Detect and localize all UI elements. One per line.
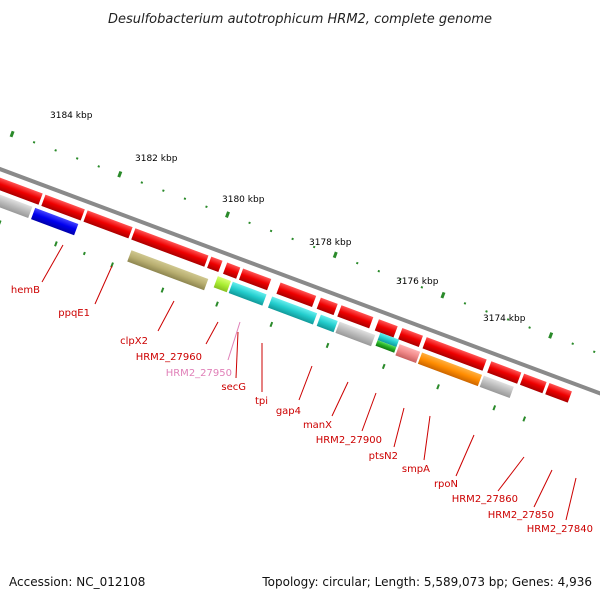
gene-labels: hemB ppqE1 clpX2 HRM2_27960 HRM2_27950 s… — [11, 285, 593, 535]
forward-strand-genes — [0, 177, 572, 403]
gene-green-r10 — [375, 340, 397, 353]
gene-olive-r3 — [127, 250, 209, 291]
gene-label-ptsN2: ptsN2 — [369, 451, 398, 462]
gene-red-f4 — [131, 228, 209, 267]
gene-red-f15 — [519, 373, 547, 394]
gene-lime-r4 — [213, 276, 231, 293]
gene-grey-r1 — [0, 191, 33, 219]
gene-cyan-r6 — [267, 296, 318, 325]
gene-label-smpA: smpA — [402, 464, 430, 475]
tick-mark-3176 — [440, 291, 446, 299]
gene-label-HRM2_27840: HRM2_27840 — [527, 524, 593, 535]
gene-label-gap4: gap4 — [276, 406, 301, 417]
gene-grey-r8 — [335, 321, 376, 347]
gene-label-HRM2_27960: HRM2_27960 — [136, 352, 202, 363]
gene-grey-r13 — [479, 375, 514, 399]
gene-cyan-r9 — [377, 332, 400, 348]
gene-cyan-r5 — [228, 281, 267, 306]
scale-major-ticks — [9, 130, 554, 339]
gene-red-f6 — [223, 262, 241, 279]
gene-red-f13 — [422, 337, 487, 371]
gene-label-HRM2_27950: HRM2_27950 — [166, 368, 232, 379]
tick-label-3174: 3174 kbp — [483, 314, 526, 324]
gene-blue-r2 — [31, 207, 79, 236]
tick-label-3184: 3184 kbp — [50, 111, 93, 121]
gene-label-hemB: hemB — [11, 285, 40, 296]
gene-red-f1 — [0, 177, 43, 205]
tick-mark-3184 — [9, 130, 15, 138]
gene-label-clpX2: clpX2 — [120, 336, 148, 347]
gene-red-f11 — [374, 319, 398, 338]
gene-red-f7 — [238, 268, 272, 291]
gene-label-HRM2_27850: HRM2_27850 — [488, 510, 554, 521]
tick-label-3178: 3178 kbp — [309, 238, 352, 248]
accession-label: Accession: NC_012108 — [9, 575, 145, 589]
tick-mark-3182 — [117, 171, 123, 178]
gene-red-f9 — [316, 297, 338, 316]
genome-backbone — [0, 138, 600, 409]
gene-label-HRM2_27900: HRM2_27900 — [316, 435, 382, 446]
scale-dots — [32, 141, 596, 354]
gene-label-rpoN: rpoN — [434, 479, 458, 490]
gene-red-f16 — [545, 383, 572, 403]
gene-red-f5 — [207, 256, 223, 273]
tick-label-3176: 3176 kbp — [396, 277, 439, 287]
gene-red-f2 — [41, 194, 85, 221]
tick-mark-3174 — [548, 332, 554, 339]
tick-label-3180: 3180 kbp — [222, 195, 265, 205]
reverse-strand-genes — [0, 191, 514, 399]
inner-scale-dots — [0, 220, 527, 422]
gene-label-secG: secG — [221, 382, 246, 393]
label-leaders — [41, 244, 577, 521]
tick-label-3182: 3182 kbp — [135, 154, 178, 164]
map-title: Desulfobacterium autotrophicum HRM2, com… — [108, 12, 492, 27]
gene-label-tpi: tpi — [255, 396, 268, 407]
gene-orange-r12 — [417, 352, 483, 387]
tick-mark-3178 — [332, 251, 338, 259]
gene-red-f3 — [83, 210, 133, 239]
scale-labels: 3184 kbp 3182 kbp 3180 kbp 3178 kbp 3176… — [50, 111, 526, 324]
gene-label-ppqE1: ppqE1 — [58, 308, 90, 319]
genome-summary: Topology: circular; Length: 5,589,073 bp… — [261, 575, 592, 589]
gene-red-f8 — [276, 282, 317, 308]
gene-red-f14 — [487, 361, 522, 384]
gene-label-manX: manX — [303, 420, 332, 431]
gene-red-f12 — [398, 328, 423, 347]
gene-salmon-r11 — [395, 344, 421, 364]
genome-track — [0, 130, 600, 422]
gene-label-HRM2_27860: HRM2_27860 — [452, 494, 518, 505]
tick-mark-3180 — [225, 211, 230, 218]
gene-cyan-r7 — [316, 314, 338, 333]
gene-red-f10 — [337, 305, 374, 329]
